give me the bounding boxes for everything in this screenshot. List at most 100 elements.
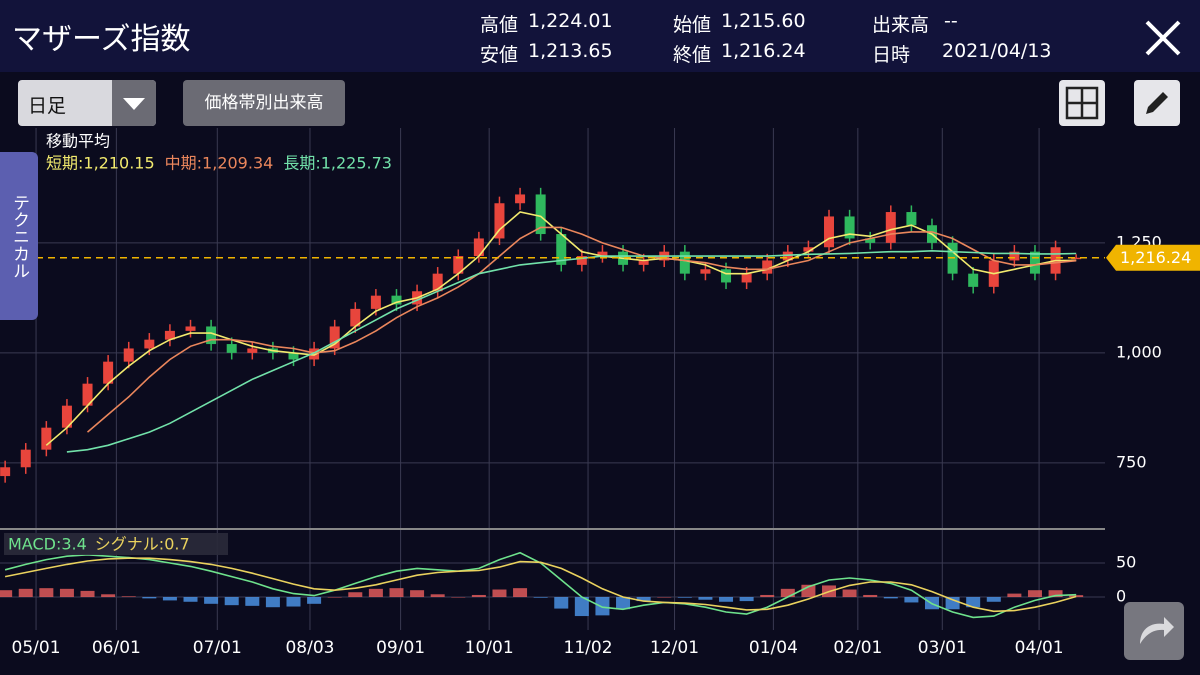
histogram-bar	[430, 594, 445, 598]
dropdown-arrow	[112, 80, 156, 126]
histogram-bar	[121, 596, 136, 598]
histogram-bar	[307, 597, 322, 604]
histogram-bar	[636, 597, 651, 602]
candle-body	[1029, 251, 1040, 274]
y-tick-label: 750	[1116, 452, 1147, 471]
period-label: 日足	[28, 95, 67, 117]
histogram-bar	[204, 597, 219, 604]
candle-body	[226, 344, 237, 353]
title: マザーズ指数	[12, 22, 191, 57]
histogram-bar	[348, 592, 363, 598]
histogram-bar	[265, 597, 280, 608]
moving-average-line	[66, 249, 1077, 453]
histogram-bar	[142, 597, 157, 599]
candle-body	[247, 348, 258, 353]
histogram-bar	[245, 597, 260, 606]
last-price-tag	[1106, 244, 1200, 271]
candle-body	[885, 212, 896, 243]
candle-body	[61, 405, 72, 428]
histogram-bar	[80, 590, 95, 598]
histogram-bar	[863, 594, 878, 598]
candle-body	[741, 273, 752, 283]
candle-body	[0, 467, 11, 477]
x-tick-label: 08/03	[285, 638, 334, 658]
layout-button[interactable]	[1059, 80, 1105, 126]
histogram-bar	[760, 594, 775, 598]
candle-body	[906, 212, 917, 226]
candle-body	[164, 330, 175, 340]
x-tick-label: 01/04	[749, 638, 798, 658]
stat-value: 1,224.01	[528, 10, 613, 32]
candle-body	[844, 216, 855, 239]
candle-body	[206, 326, 217, 345]
histogram-bar	[554, 597, 569, 609]
draw-button[interactable]	[1134, 80, 1180, 126]
candle-body	[1071, 257, 1082, 260]
candle-body	[782, 251, 793, 261]
candle-body	[535, 194, 546, 235]
y-tick-label: 50	[1116, 552, 1136, 571]
histogram-bar	[59, 588, 74, 598]
candle-body	[288, 352, 299, 360]
stat-label: 高値	[480, 14, 519, 36]
histogram-bar	[1007, 593, 1022, 598]
candle-body	[123, 348, 134, 362]
close-button[interactable]	[1143, 18, 1183, 58]
x-tick-label: 10/01	[465, 638, 514, 658]
moving-average-line	[86, 226, 1077, 433]
histogram-bar	[986, 597, 1001, 602]
candle-body	[103, 361, 114, 384]
candle-body	[968, 273, 979, 287]
volume-button[interactable]: 価格帯別出来高	[183, 80, 345, 126]
y-tick-label: 0	[1116, 587, 1126, 606]
candle-body	[20, 449, 31, 468]
x-tick-label: 05/01	[12, 638, 61, 658]
legend-entry: シグナル:0.7	[95, 535, 190, 554]
stat-value: 1,215.60	[721, 10, 806, 32]
moving-average-line	[45, 211, 1077, 446]
legend-entry: MACD:3.4	[8, 535, 87, 554]
x-tick-label: 07/01	[193, 638, 242, 658]
histogram-bar	[368, 588, 383, 598]
legend-background	[4, 533, 228, 555]
candle-body	[473, 238, 484, 257]
candle-body	[556, 234, 567, 265]
stat-value: 1,213.65	[528, 40, 613, 62]
histogram-bar	[389, 588, 404, 598]
histogram-bar	[533, 597, 548, 598]
legend-entry: 短期:1,210.15	[46, 154, 155, 173]
candle-body	[679, 251, 690, 274]
histogram-bar	[842, 589, 857, 598]
candle-body	[82, 383, 93, 406]
technical-tab[interactable]: テクニカル	[0, 152, 38, 320]
histogram-bar	[698, 597, 713, 600]
rotate-button[interactable]	[1124, 602, 1184, 660]
candle-body	[494, 203, 505, 239]
candle-body	[41, 427, 52, 450]
candle-body	[329, 326, 340, 349]
period-select[interactable]: 日足	[18, 80, 156, 126]
histogram-bar	[945, 597, 960, 610]
candle-body	[432, 273, 443, 292]
candle-body	[1009, 251, 1020, 261]
plot-background	[0, 128, 1200, 675]
histogram-bar	[616, 597, 631, 610]
legend-entry: 長期:1,225.73	[283, 154, 392, 173]
candle-body	[370, 295, 381, 309]
candle-body	[576, 256, 587, 265]
histogram-bar	[883, 597, 898, 599]
histogram-bar	[574, 597, 589, 617]
candle-body	[638, 260, 649, 265]
histogram-bar	[18, 588, 33, 598]
histogram-bar	[224, 597, 239, 606]
candle-body	[453, 256, 464, 274]
x-tick-label: 11/02	[564, 638, 613, 658]
candle-body	[515, 194, 526, 204]
x-tick-label: 02/01	[833, 638, 882, 658]
candle-body	[700, 269, 711, 274]
histogram-bar	[492, 589, 507, 598]
y-tick-label: 1,000	[1116, 342, 1162, 361]
stat-label: 日時	[872, 44, 911, 66]
